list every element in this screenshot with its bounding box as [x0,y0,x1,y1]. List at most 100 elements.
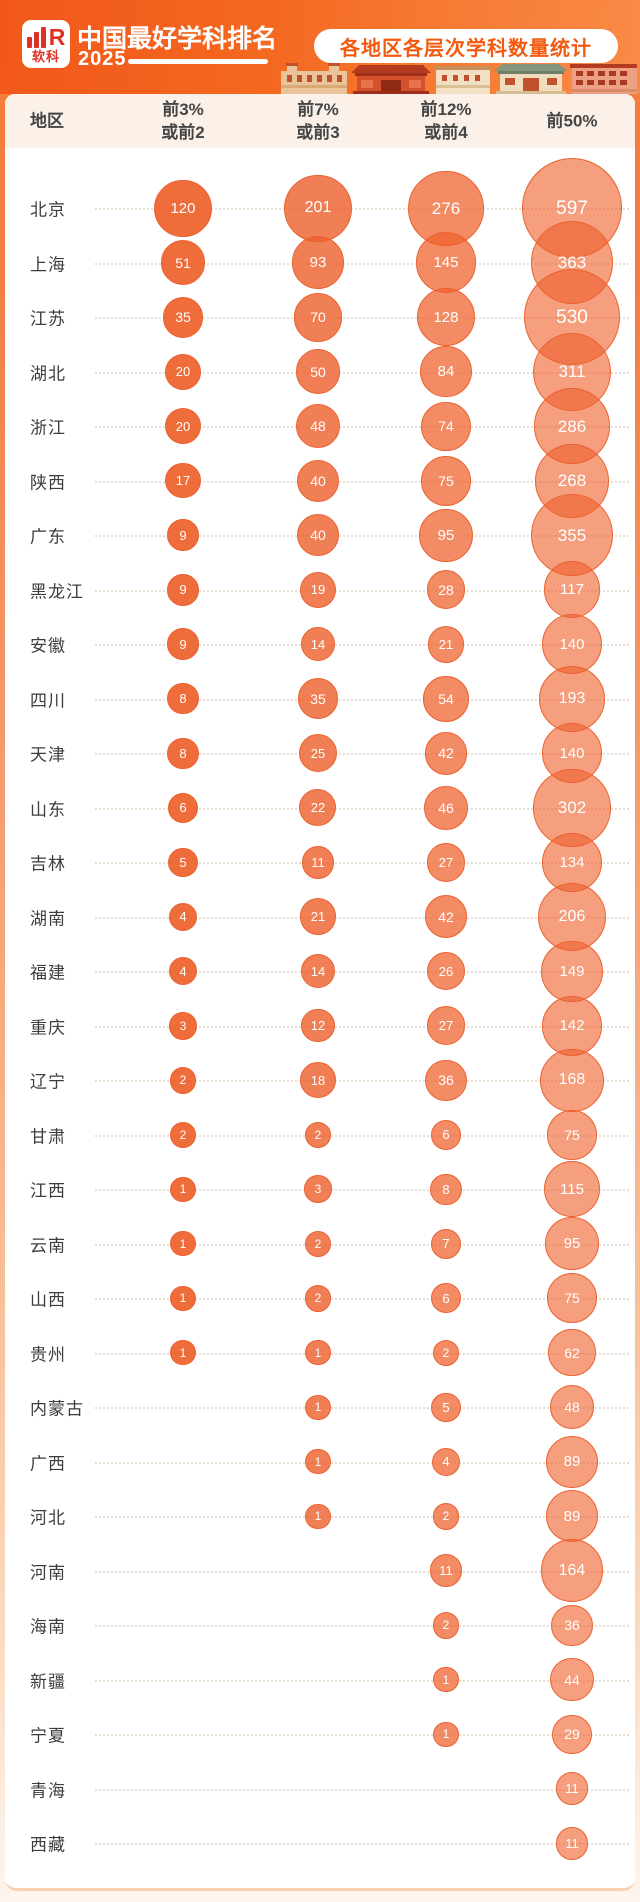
row-guide-dotted-line [95,698,629,701]
bubble-value: 3 [314,1182,322,1197]
bubble: 62 [548,1329,596,1377]
bubble-value: 355 [557,525,587,545]
region-label: 安徽 [30,636,66,656]
bubble-value: 302 [557,798,587,818]
bubble: 164 [540,1539,604,1603]
bubble-value: 117 [560,581,584,599]
bubble: 21 [427,625,465,663]
bubble: 20 [164,408,202,445]
bubble-value: 1 [442,1672,450,1687]
bubble-value: 140 [559,635,585,653]
bubble: 1 [305,1340,331,1366]
bubble-value: 2 [442,1618,450,1633]
region-label: 西藏 [30,1835,66,1855]
bubble: 4 [168,902,198,931]
bubble-value: 363 [557,253,587,273]
bubble-value: 48 [564,1399,580,1416]
bubble-value: 193 [558,689,586,707]
bubble: 14 [301,954,335,989]
bubble-table-body: 北京 120 201 276 597 上海 51 93 145 363 江苏 35 70 128 530 湖北… [5,148,635,1871]
bubble: 2 [432,1503,460,1530]
region-label: 广西 [30,1454,66,1474]
bubble: 2 [304,1230,332,1258]
row-guide-dotted-line [95,1134,629,1137]
table-row: 贵州 1 1 2 62 [5,1326,635,1381]
bubble-value: 11 [565,1835,579,1851]
bubble: 11 [555,1772,589,1806]
bubble: 2 [169,1067,197,1094]
column-header-tier2: 前7% 或前3 [296,100,340,142]
row-guide-dotted-line [95,317,629,320]
region-label: 湖北 [30,364,66,384]
bubble: 84 [420,346,472,398]
bubble-value: 51 [175,254,191,271]
bubble: 25 [299,734,337,773]
region-label: 福建 [30,963,66,983]
region-label: 河北 [30,1508,66,1528]
bubble-value: 9 [179,636,187,652]
table-row: 宁夏 1 29 [5,1707,635,1762]
bubble: 4 [168,957,198,986]
table-row: 四川 8 35 54 193 [5,665,635,732]
table-row: 浙江 20 48 74 286 [5,388,635,465]
region-label: 甘肃 [30,1127,66,1147]
bubble-value: 142 [559,1017,585,1035]
year-underline [128,59,268,64]
data-card: 地区 前3% 或前2 前7% 或前3 前12% 或前4 前50% 北京 120 201 27… [5,94,635,1891]
row-guide-dotted-line [95,644,629,647]
table-row: 山东 6 22 46 302 [5,768,635,847]
bubble-value: 164 [558,1561,586,1579]
bubble-value: 89 [563,1507,581,1525]
bubble-value: 44 [564,1671,580,1688]
bubble: 140 [542,723,602,784]
region-label: 宁夏 [30,1726,66,1746]
bubble: 2 [304,1285,332,1312]
bubble-value: 120 [170,199,196,217]
bubble: 89 [545,1435,599,1488]
region-label: 江西 [30,1181,66,1201]
bubble-value: 75 [564,1126,580,1143]
bubble: 168 [540,1048,604,1112]
bubble-value: 2 [314,1127,322,1142]
bubble: 115 [543,1161,601,1218]
bubble: 117 [543,561,601,619]
table-row: 陕西 17 40 75 268 [5,443,635,518]
table-row: 黑龙江 9 19 28 117 [5,561,635,619]
bubble-value: 84 [437,363,455,381]
bubble-value: 6 [442,1127,450,1143]
region-label: 湖南 [30,909,66,929]
table-row: 海南 2 36 [5,1598,635,1653]
bubble: 145 [415,232,477,294]
bubble-value: 70 [310,309,326,326]
bubble-value: 2 [314,1236,322,1251]
bubble-value: 12 [310,1018,326,1034]
bubble-value: 11 [439,1563,453,1579]
bubble: 1 [305,1394,331,1420]
bubble-value: 206 [558,907,586,925]
buildings-illustration [281,63,637,94]
row-guide-dotted-line [95,1679,629,1682]
table-header: 地区 前3% 或前2 前7% 或前3 前12% 或前4 前50% [5,94,635,148]
bubble: 35 [162,296,204,338]
bubble-value: 201 [304,199,332,217]
bubble-value: 35 [175,309,191,326]
region-label: 内蒙古 [30,1399,84,1419]
bubble-value: 29 [564,1726,580,1743]
bubble: 17 [165,463,201,499]
bubble: 11 [555,1826,589,1860]
table-row: 河南 11 164 [5,1539,635,1603]
bubble: 9 [167,628,199,661]
bubble-value: 18 [310,1072,326,1088]
bubble-value: 42 [438,745,454,762]
bubble-value: 19 [310,582,326,598]
column-header-tier1: 前3% 或前2 [161,100,205,142]
bubble-value: 48 [310,418,326,435]
row-guide-dotted-line [95,1788,629,1791]
region-label: 北京 [30,200,66,220]
bubble-value: 6 [179,800,187,816]
bubble: 29 [552,1714,592,1754]
region-label: 江苏 [30,309,66,329]
bubble: 206 [538,882,606,951]
bubble-value: 20 [175,418,191,434]
